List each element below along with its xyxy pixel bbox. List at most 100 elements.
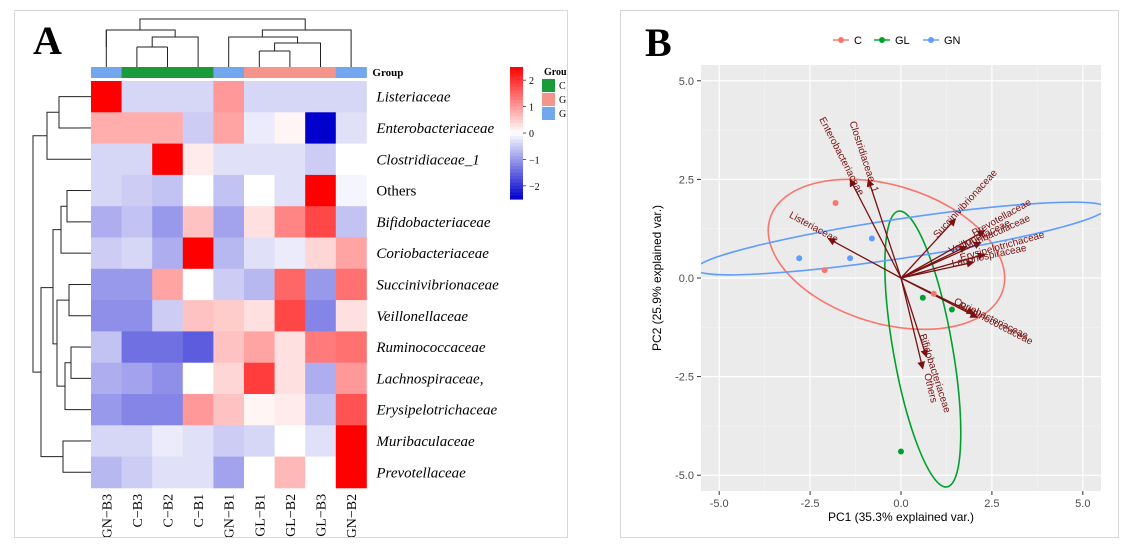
heatmap-cell <box>335 81 367 113</box>
heatmap-cell <box>91 268 122 301</box>
heatmap-cell <box>121 112 153 144</box>
ellipse-gn <box>701 201 1101 276</box>
x-tick-label: 5.0 <box>1075 498 1090 510</box>
row-label: Others <box>376 184 416 200</box>
colorbar-segment <box>510 169 523 174</box>
loading-arrow <box>900 241 982 279</box>
pca-panel: B -5.0 -2.5 0.0 2.5 5.0 5.0 2.5 0.0 -2.5 -5.0 PC1 … <box>620 10 1119 538</box>
heatmap-cell <box>305 268 337 301</box>
heatmap-cell <box>152 112 184 144</box>
heatmap-cell <box>152 425 184 457</box>
heatmap-cell <box>121 206 153 238</box>
loading-arrow <box>900 218 957 279</box>
heatmap-cell <box>335 206 367 238</box>
heatmap-cell <box>274 143 306 176</box>
x-axis-title: PC1 (35.3% explained var.) <box>828 510 974 524</box>
heatmap-cell <box>182 81 214 113</box>
heatmap-cell <box>182 456 214 489</box>
row-label: Prevotellaceae <box>375 465 466 481</box>
heatmap-cell <box>152 362 184 395</box>
heatmap-cell <box>274 331 306 364</box>
group-bar-cell <box>274 67 306 78</box>
colorbar-tick-label: −2 <box>529 182 540 193</box>
heatmap-cell <box>274 237 306 270</box>
column-label: GN−B2 <box>345 494 360 537</box>
heatmap-cell <box>91 143 122 176</box>
loading-arrow <box>900 277 979 319</box>
heatmap-cell <box>305 174 337 207</box>
heatmap-cell <box>91 362 122 395</box>
row-dendrogram-branch <box>70 346 79 379</box>
y-tick-label: -5.0 <box>675 470 694 482</box>
heatmap-cell <box>91 206 122 238</box>
colorbar-segment <box>510 100 523 104</box>
row-label: Coriobacteriaceae <box>376 246 489 262</box>
heatmap-cell <box>244 300 275 332</box>
heatmap-cell <box>244 362 275 395</box>
point-gl <box>948 306 955 313</box>
colorbar-segment <box>510 195 523 200</box>
colorbar-segment <box>510 86 523 91</box>
heatmap-cell <box>152 237 184 270</box>
heatmap-cell <box>244 237 275 270</box>
ellipse-c <box>767 178 1006 331</box>
heatmap-cell <box>91 331 122 364</box>
column-dendrogram-branch <box>228 36 299 51</box>
group-legend-swatch <box>542 107 555 120</box>
row-label: Listeriaceae <box>375 90 450 106</box>
heatmap-cell <box>152 268 184 301</box>
heatmap-cell <box>121 331 153 364</box>
heatmap-cell <box>305 331 337 364</box>
loading-arrow <box>900 277 925 370</box>
group-bar-cell <box>305 67 337 78</box>
legend-label-c: C <box>854 35 862 47</box>
colorbar-segment <box>510 129 523 134</box>
colorbar-tick-label: 2 <box>529 76 534 87</box>
panel-b-letter: B <box>645 20 672 65</box>
colorbar-segment <box>510 159 523 164</box>
group-bar-label: Group <box>372 67 403 79</box>
point-gn <box>868 235 875 242</box>
heatmap-cell <box>305 394 337 426</box>
row-label: Ruminococcaceae <box>375 340 485 356</box>
heatmap-cell <box>182 112 214 144</box>
heatmap-cell <box>91 81 122 113</box>
y-tick-label: 2.5 <box>679 174 694 186</box>
heatmap-cell <box>244 174 275 207</box>
heatmap-cell <box>182 362 214 395</box>
point-c <box>821 267 828 274</box>
row-label: Bifidobacteriaceae <box>376 215 490 231</box>
ellipse-gl <box>884 210 962 488</box>
colorbar-segment <box>510 142 523 147</box>
column-dendrogram-branch <box>151 36 199 47</box>
heatmap-cell <box>121 394 153 426</box>
column-dendrogram-branch <box>139 18 306 30</box>
heatmap-cell <box>305 237 337 270</box>
heatmap-cell <box>335 174 367 207</box>
heatmap-cell <box>91 237 122 270</box>
heatmap-cell <box>91 456 122 489</box>
y-tick-label: 0.0 <box>679 273 694 285</box>
loading-arrow <box>827 237 902 279</box>
colorbar-segment <box>510 136 523 141</box>
row-dendrogram-branch <box>46 111 79 160</box>
heatmap-cell <box>305 143 337 176</box>
colorbar-segment <box>510 146 523 151</box>
colorbar-segment <box>510 93 523 98</box>
row-dendrogram-branch <box>62 440 79 473</box>
row-dendrogram-branch <box>56 299 69 387</box>
heatmap-cell <box>244 425 275 457</box>
x-tick-label: -5.0 <box>710 498 729 510</box>
row-label: Enterobacteriaceae <box>375 121 494 137</box>
heatmap-cell <box>182 206 214 238</box>
row-label: Succinivibrionaceae <box>376 277 499 293</box>
row-label: Erysipelotrichaceae <box>375 403 497 419</box>
group-legend-label: GN <box>559 109 567 120</box>
heatmap-cell <box>274 394 306 426</box>
row-dendrogram-branch <box>58 96 79 129</box>
heatmap-cell <box>213 143 245 176</box>
heatmap-cell <box>305 456 337 489</box>
colorbar-segment <box>510 182 523 187</box>
group-bar-cell <box>121 67 153 78</box>
colorbar-segment <box>510 83 523 88</box>
